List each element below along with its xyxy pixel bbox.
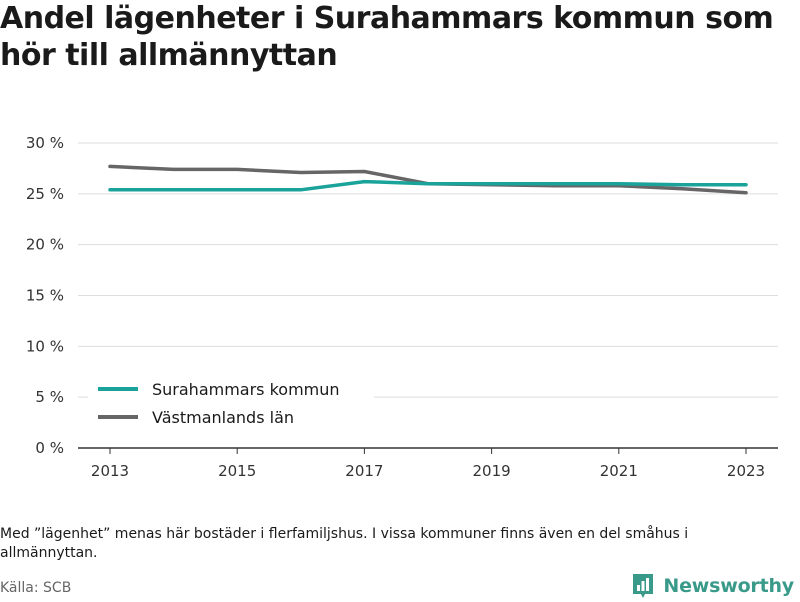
legend-background (88, 372, 374, 434)
newsworthy-logo-icon (633, 574, 654, 598)
y-tick-label: 15 % (26, 287, 64, 305)
y-tick-label: 5 % (35, 388, 64, 406)
series-lines (108, 164, 748, 195)
brand-logo[interactable]: Newsworthy (631, 570, 794, 602)
x-tick-label: 2017 (345, 462, 383, 480)
y-tick-label: 0 % (35, 439, 64, 457)
x-tick-label: 2013 (91, 462, 129, 480)
y-tick-label: 30 % (26, 134, 64, 152)
y-tick-label: 25 % (26, 185, 64, 203)
x-tick-label: 2015 (218, 462, 256, 480)
y-tick-label: 10 % (26, 337, 64, 355)
x-axis-ticks: 2013 2015 2017 2019 2021 2023 (91, 448, 765, 480)
series-line (108, 179, 748, 192)
legend: Surahammars kommun Västmanlands län (88, 372, 374, 434)
footnote: Med ”lägenhet” menas här bostäder i fler… (0, 526, 689, 561)
legend-label: Västmanlands län (152, 408, 294, 427)
source-label: Källa: SCB (0, 580, 72, 596)
chart-title: Andel lägenheter i Surahammars kommun so… (0, 1, 774, 73)
y-axis-ticks: 0 % 5 % 10 % 15 % 20 % 25 % 30 % (26, 134, 64, 457)
x-tick-label: 2023 (727, 462, 765, 480)
line-chart: 0 %5 %10 %15 %20 %25 %30 % 2013 2015 2017 2… (26, 134, 778, 480)
brand-name: Newsworthy (663, 575, 794, 597)
x-tick-label: 2021 (600, 462, 638, 480)
x-tick-label: 2019 (473, 462, 511, 480)
y-tick-label: 20 % (26, 236, 64, 254)
legend-label: Surahammars kommun (152, 380, 340, 399)
